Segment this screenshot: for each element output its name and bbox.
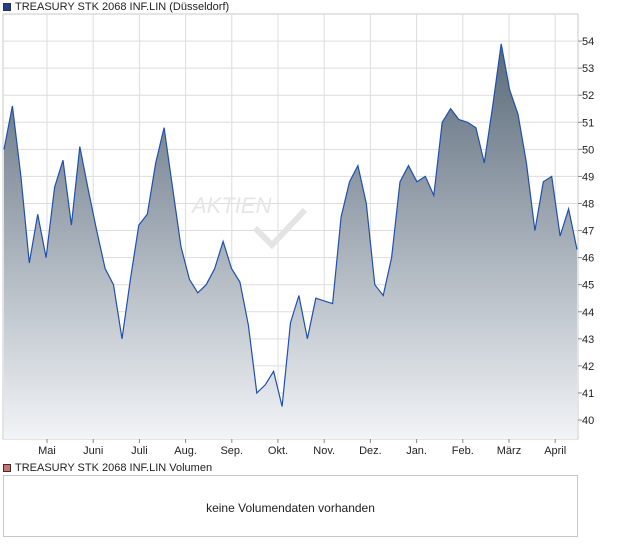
price-series [3,43,578,439]
y-tick-label: 48 [582,198,594,210]
x-tick-label: Nov. [313,445,335,457]
y-tick-label: 50 [582,144,594,156]
x-tick-label: Feb. [452,445,474,457]
volume-panel: keine Volumendaten vorhanden [3,475,578,537]
x-tick-label: Aug. [174,445,197,457]
x-tick-label: April [544,445,566,457]
y-tick-label: 42 [582,361,594,373]
x-tick-label: Sep. [220,445,243,457]
watermark-check-icon [252,207,308,250]
price-chart: AKTIEN 40 41 42 43 44 45 46 47 48 49 50 51 52 53 54 Ma… [2,13,594,457]
volume-legend-swatch [3,464,11,472]
watermark: AKTIEN [190,193,308,250]
price-area [4,43,577,439]
x-tick-label: März [497,445,521,457]
y-tick-label: 43 [582,334,594,346]
price-legend: TREASURY STK 2068 INF.LIN (Düsseldorf) [3,1,229,13]
y-tick-label: 46 [582,253,594,265]
x-tick-label: Jan. [406,445,427,457]
y-tick-label: 44 [582,307,594,319]
y-tick-label: 52 [582,90,594,102]
watermark-text: AKTIEN [190,193,272,218]
y-tick-label: 40 [582,415,594,427]
y-tick-label: 41 [582,388,594,400]
volume-empty-message: keine Volumendaten vorhanden [206,501,375,515]
x-tick-label: Okt. [268,445,288,457]
y-tick-label: 49 [582,171,594,183]
price-legend-swatch [3,3,11,11]
y-tick-label: 54 [582,36,594,48]
price-legend-label: TREASURY STK 2068 INF.LIN (Düsseldorf) [15,1,230,13]
x-tick-label: Mai [38,445,56,457]
y-tick-label: 51 [582,117,594,129]
x-tick-label: Dez. [359,445,382,457]
volume-legend-label: TREASURY STK 2068 INF.LIN Volumen [15,462,213,474]
y-tick-label: 53 [582,63,594,75]
volume-legend: TREASURY STK 2068 INF.LIN Volumen [3,462,212,474]
y-axis: 40 41 42 43 44 45 46 47 48 49 50 51 52 53 54 [578,36,594,427]
x-tick-label: Juli [131,445,148,457]
y-tick-label: 47 [582,226,594,238]
x-axis: Mai Juni Juli Aug. Sep. Okt. Nov. Dez. Jan. Feb. M… [38,439,566,457]
x-tick-label: Juni [83,445,103,457]
price-line [3,43,578,407]
y-tick-label: 45 [582,280,594,292]
